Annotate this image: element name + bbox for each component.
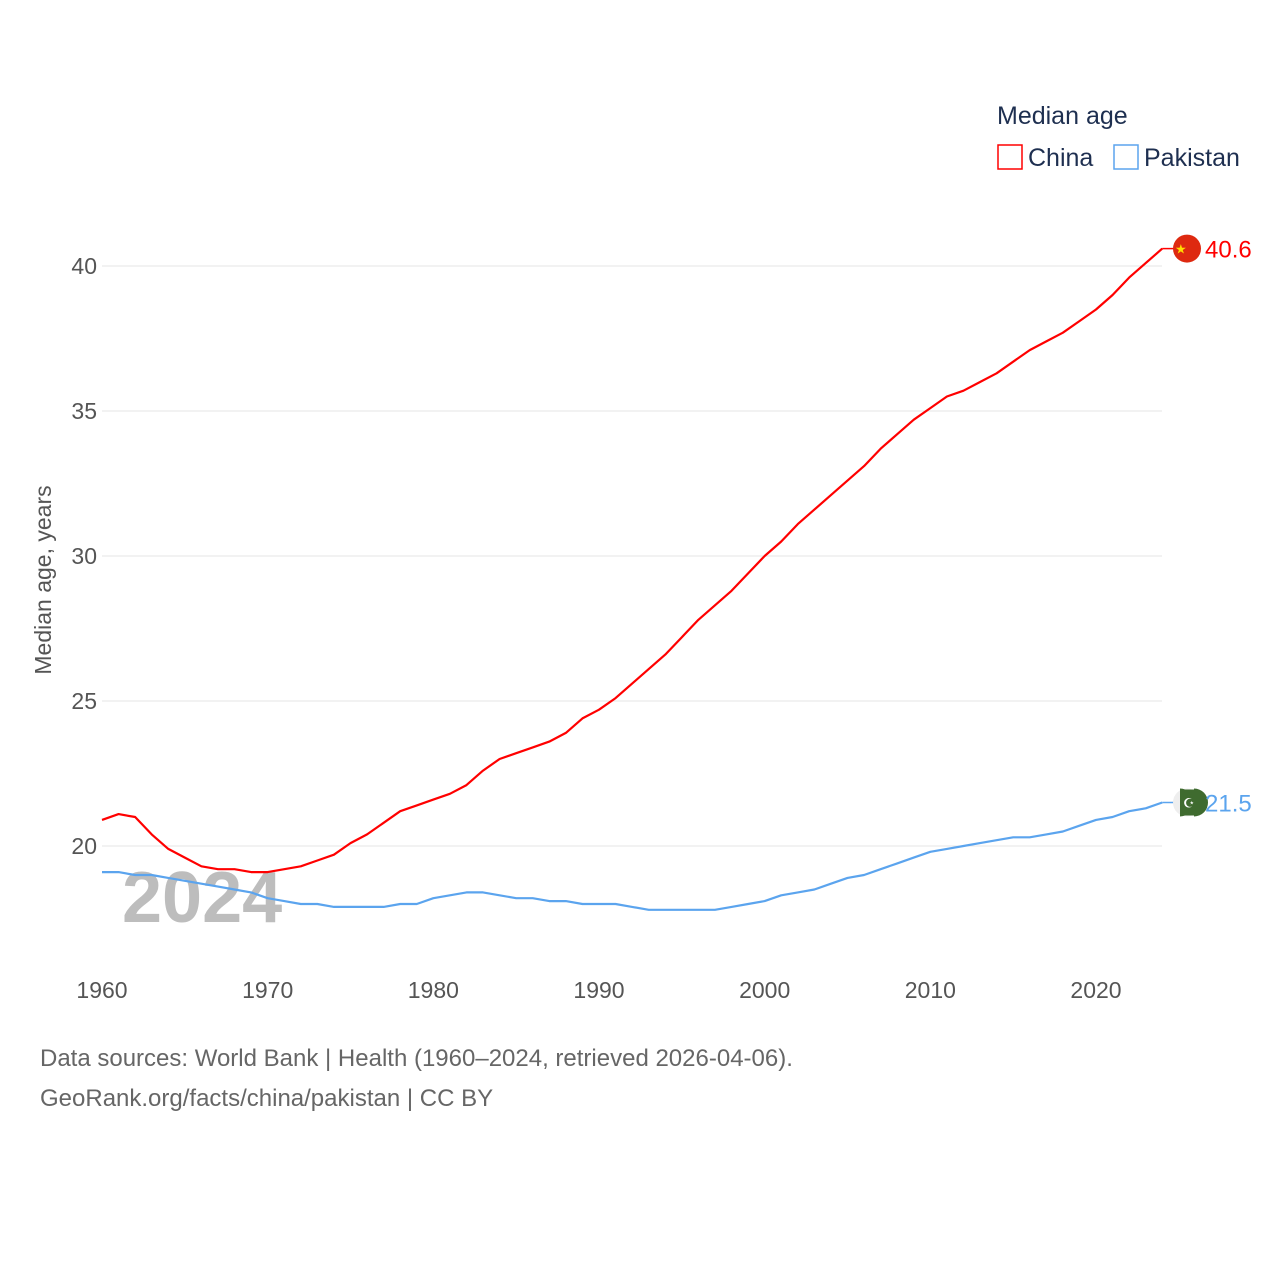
legend-item-china[interactable]: China [997, 144, 1093, 172]
svg-text:☪: ☪ [1183, 796, 1195, 811]
series-line-pakistan [102, 801, 1163, 911]
legend-title: Median age [997, 102, 1128, 130]
legend-swatch [1113, 144, 1139, 170]
y-tick-label: 40 [71, 253, 97, 279]
y-tick-label: 20 [71, 833, 97, 859]
pakistan-flag-icon: ☪ [1173, 788, 1209, 817]
year-watermark: 2024 [122, 858, 282, 938]
series-line-china [101, 247, 1163, 874]
end-value-label: 21.5 [1205, 791, 1252, 818]
legend-label: China [1028, 144, 1093, 172]
x-tick-label: 1980 [408, 977, 459, 1003]
y-tick-label: 35 [71, 398, 97, 424]
x-tick-label: 2020 [1070, 977, 1121, 1003]
legend-item-pakistan[interactable]: Pakistan [1113, 144, 1240, 172]
y-axis-label: Median age, years [30, 485, 56, 674]
legend-label: Pakistan [1144, 144, 1240, 172]
china-flag-icon: ★ [1173, 234, 1201, 263]
x-tick-label: 2000 [739, 977, 790, 1003]
x-tick-label: 1970 [242, 977, 293, 1003]
data-sources: Data sources: World Bank | Health (1960–… [40, 1045, 793, 1072]
x-tick-label: 2010 [905, 977, 956, 1003]
x-tick-label: 1960 [76, 977, 127, 1003]
x-tick-label: 1990 [573, 977, 624, 1003]
y-tick-label: 30 [71, 543, 97, 569]
svg-text:★: ★ [1175, 242, 1187, 257]
line-chart: 2024 20 25 30 35 40 1960 1970 1980 1990 2000 2010 2… [30, 102, 1252, 1003]
credit-link[interactable]: GeoRank.org/facts/china/pakistan | CC BY [40, 1085, 494, 1112]
end-value-label: 40.6 [1205, 237, 1252, 264]
y-tick-label: 25 [71, 688, 97, 714]
legend-swatch [997, 144, 1023, 170]
